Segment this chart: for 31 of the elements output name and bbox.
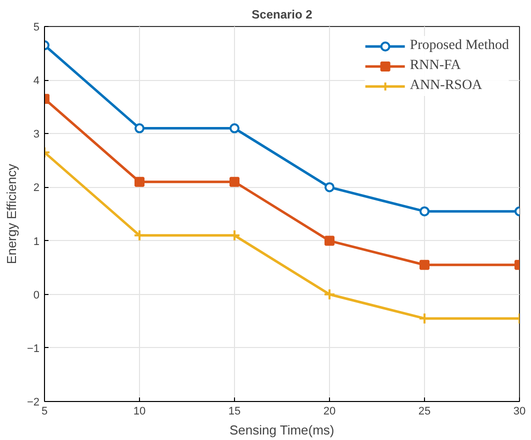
point: [134, 176, 144, 187]
y-tick-label: 0: [33, 289, 40, 302]
chart-title: Scenario 2: [252, 8, 313, 22]
legend-label: Proposed Method: [410, 38, 509, 54]
x-tick-label: 5: [41, 406, 48, 418]
y-tick-label: 1: [33, 236, 40, 248]
y-axis-title: Energy Efficiency: [4, 163, 19, 264]
y-tick-label: −2: [26, 396, 40, 408]
x-tick-label: 30: [513, 406, 526, 418]
y-tick-label: 4: [33, 75, 40, 88]
point: [134, 123, 144, 134]
x-tick-label: 10: [133, 406, 146, 418]
point: [420, 260, 430, 270]
point: [230, 123, 240, 134]
point: [324, 182, 334, 192]
x-axis-title: Sensing Time(ms): [230, 422, 334, 438]
y-tick-label: 5: [33, 22, 40, 34]
x-tick-label: 25: [418, 406, 431, 418]
x-tick-label: 20: [323, 406, 336, 418]
point: [230, 176, 240, 187]
point: [324, 236, 334, 246]
point: [228, 229, 240, 242]
legend-label: RNN-FA: [410, 58, 461, 74]
y-tick-label: −1: [26, 342, 40, 355]
point: [420, 206, 430, 216]
x-tick-label: 15: [228, 406, 241, 418]
y-tick-label: 2: [33, 182, 40, 194]
point: [324, 288, 336, 300]
point: [134, 229, 146, 242]
legend-label: ANN-RSOA: [410, 78, 482, 94]
y-tick-label: 3: [33, 128, 40, 141]
